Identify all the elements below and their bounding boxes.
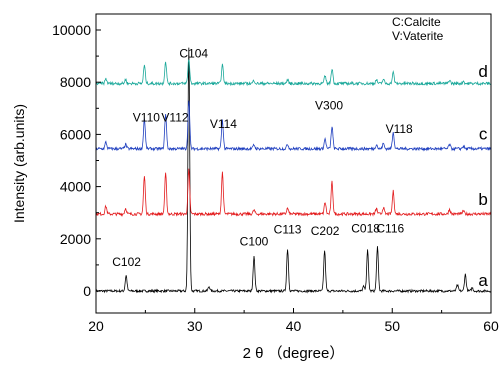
peak-label: C202 (311, 224, 340, 238)
y-axis-title: Intensity (arb.units) (11, 104, 27, 223)
x-tick-label: 20 (88, 318, 104, 334)
peak-label: V110 (133, 110, 160, 124)
y-tick-label: 0 (83, 283, 91, 299)
legend-entry-calcite: C:Calcite (392, 15, 441, 29)
peak-label: C018 (351, 221, 380, 235)
peak-label: C102 (112, 255, 141, 269)
y-tick-label: 4000 (60, 179, 91, 195)
series-line-b (95, 168, 492, 217)
peak-label: C116 (376, 221, 404, 235)
peak-label: V114 (210, 117, 237, 131)
peak-label: C113 (274, 223, 302, 237)
x-axis-title: 2 θ （degree） (243, 345, 345, 362)
y-tick-label: 6000 (60, 126, 91, 142)
peak-label: V118 (386, 122, 413, 136)
x-tick-label: 60 (483, 318, 499, 334)
series-line-c (95, 100, 492, 152)
x-tick-label: 50 (384, 318, 400, 334)
curve-label-c: c (479, 125, 488, 144)
axis-ticks: 20 30 40 50 60 0 2000 4000 6000 8000 10000 (52, 22, 499, 334)
peak-label: C104 (179, 46, 208, 60)
y-tick-label: 2000 (60, 231, 91, 247)
chart-traces (95, 47, 492, 294)
plot-frame (95, 13, 492, 314)
x-tick-label: 40 (286, 318, 302, 334)
y-tick-label: 10000 (52, 22, 91, 38)
x-tick-label: 30 (187, 318, 203, 334)
series-line-d (95, 59, 492, 87)
curve-label-b: b (478, 190, 487, 209)
peak-label: V300 (315, 99, 343, 113)
peak-label: V112 (161, 110, 188, 124)
curve-label-d: d (478, 62, 487, 81)
curve-label-a: a (478, 271, 488, 290)
peak-label: C100 (240, 234, 269, 248)
legend: C:Calcite V:Vaterite (392, 15, 444, 43)
y-tick-label: 8000 (60, 74, 91, 90)
legend-entry-vaterite: V:Vaterite (392, 29, 444, 43)
series-line-a (95, 47, 492, 294)
